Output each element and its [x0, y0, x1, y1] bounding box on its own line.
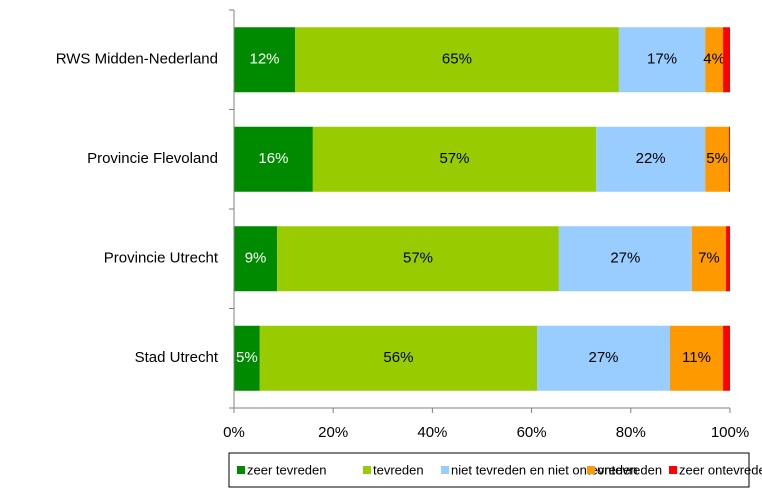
data-label: 4%: [703, 51, 725, 68]
legend-swatch: [669, 466, 677, 474]
data-label: 17%: [647, 51, 677, 68]
x-tick-label: 100%: [711, 424, 749, 441]
bar-segment: [618, 27, 706, 93]
bar-segment: [234, 27, 296, 93]
legend-label: zeer ontevreden: [679, 462, 762, 477]
legend-label: tevreden: [373, 462, 424, 477]
bar-segment: [312, 126, 597, 192]
x-tick-label: 20%: [318, 424, 348, 441]
bar-segment: [705, 27, 724, 93]
data-label: 5%: [236, 349, 258, 366]
legend-label: ontevreden: [597, 462, 662, 477]
legend-swatch: [441, 466, 449, 474]
bar-segment: [234, 226, 278, 292]
bar-segment: [729, 126, 730, 192]
x-tick-label: 0%: [223, 424, 245, 441]
data-label: 7%: [698, 250, 720, 267]
bar-segment: [234, 126, 313, 192]
y-tick-label: Stad Utrecht: [135, 349, 219, 366]
data-label: 56%: [383, 349, 413, 366]
bar-segment: [596, 126, 706, 192]
bar-segment: [705, 126, 730, 192]
bar-segment: [669, 325, 724, 391]
bar-segment: [537, 325, 670, 391]
data-label: 16%: [258, 150, 288, 167]
bar-segment: [277, 226, 559, 292]
x-tick-label: 40%: [417, 424, 447, 441]
bar-segment: [558, 226, 692, 292]
legend-label: zeer tevreden: [247, 462, 327, 477]
y-tick-label: Provincie Flevoland: [87, 150, 218, 167]
bar-segment: [691, 226, 727, 292]
legend-swatch: [363, 466, 371, 474]
data-label: 27%: [589, 349, 619, 366]
legend-swatch: [587, 466, 595, 474]
data-label: 5%: [706, 150, 728, 167]
y-tick-label: RWS Midden-Nederland: [56, 51, 218, 68]
data-label: 65%: [442, 51, 472, 68]
bar-segment: [295, 27, 619, 93]
data-label: 11%: [682, 349, 711, 366]
legend-swatch: [237, 466, 245, 474]
data-label: 27%: [610, 250, 640, 267]
bar-segment: [234, 325, 260, 391]
x-tick-label: 80%: [616, 424, 646, 441]
data-label: 12%: [249, 51, 279, 68]
x-tick-label: 60%: [517, 424, 547, 441]
bar-segment: [726, 226, 730, 292]
bar-segment: [259, 325, 538, 391]
data-label: 57%: [439, 150, 469, 167]
bar-segment: [723, 325, 730, 391]
legend-box: [228, 452, 750, 488]
data-label: 9%: [245, 250, 267, 267]
bar-segment: [723, 27, 730, 93]
data-label: 57%: [403, 250, 433, 267]
data-label: 22%: [636, 150, 666, 167]
y-tick-label: Provincie Utrecht: [104, 250, 219, 267]
